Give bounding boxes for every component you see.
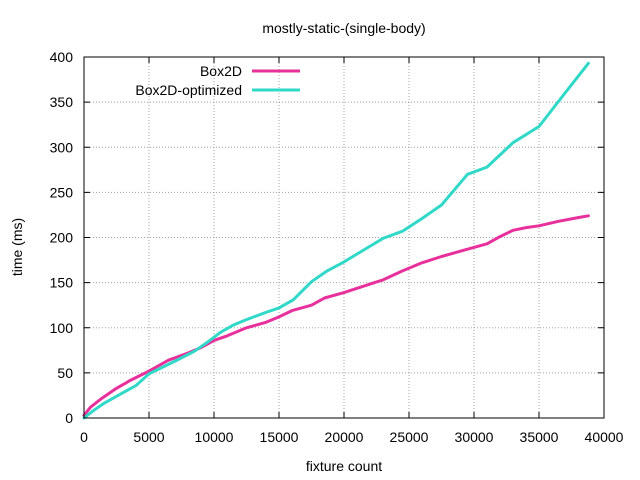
chart-title: mostly-static-(single-body): [262, 20, 425, 36]
x-tick-label: 20000: [325, 429, 364, 445]
x-tick-label: 30000: [455, 429, 494, 445]
series-lines: [82, 61, 590, 420]
x-tick-label: 15000: [260, 429, 299, 445]
legend: Box2D Box2D-optimized: [135, 63, 300, 98]
x-tick-label: 0: [80, 429, 88, 445]
grid: [84, 57, 604, 418]
series-line-box2d-optimized: [82, 61, 590, 420]
legend-label-box2d: Box2D: [200, 63, 242, 79]
x-tick-label: 35000: [520, 429, 559, 445]
x-tick-label: 25000: [390, 429, 429, 445]
y-tick-label: 0: [65, 410, 73, 426]
x-tick-label: 10000: [195, 429, 234, 445]
y-tick-label: 250: [50, 184, 74, 200]
legend-label-box2d-optimized: Box2D-optimized: [135, 82, 242, 98]
y-tick-label: 400: [50, 49, 74, 65]
y-tick-label: 300: [50, 139, 74, 155]
y-tick-label: 100: [50, 320, 74, 336]
x-tick-label: 40000: [585, 429, 624, 445]
x-axis-label: fixture count: [306, 458, 382, 474]
y-tick-label: 150: [50, 275, 74, 291]
y-tick-label: 50: [57, 365, 73, 381]
y-axis-label: time (ms): [9, 218, 25, 276]
axis-ticks: 0 5000 10000 15000 20000 25000 30000 35000 40000…: [50, 49, 624, 445]
y-tick-label: 200: [50, 230, 74, 246]
y-tick-label: 350: [50, 94, 74, 110]
series-line-box2d: [82, 214, 590, 417]
x-tick-label: 5000: [133, 429, 164, 445]
